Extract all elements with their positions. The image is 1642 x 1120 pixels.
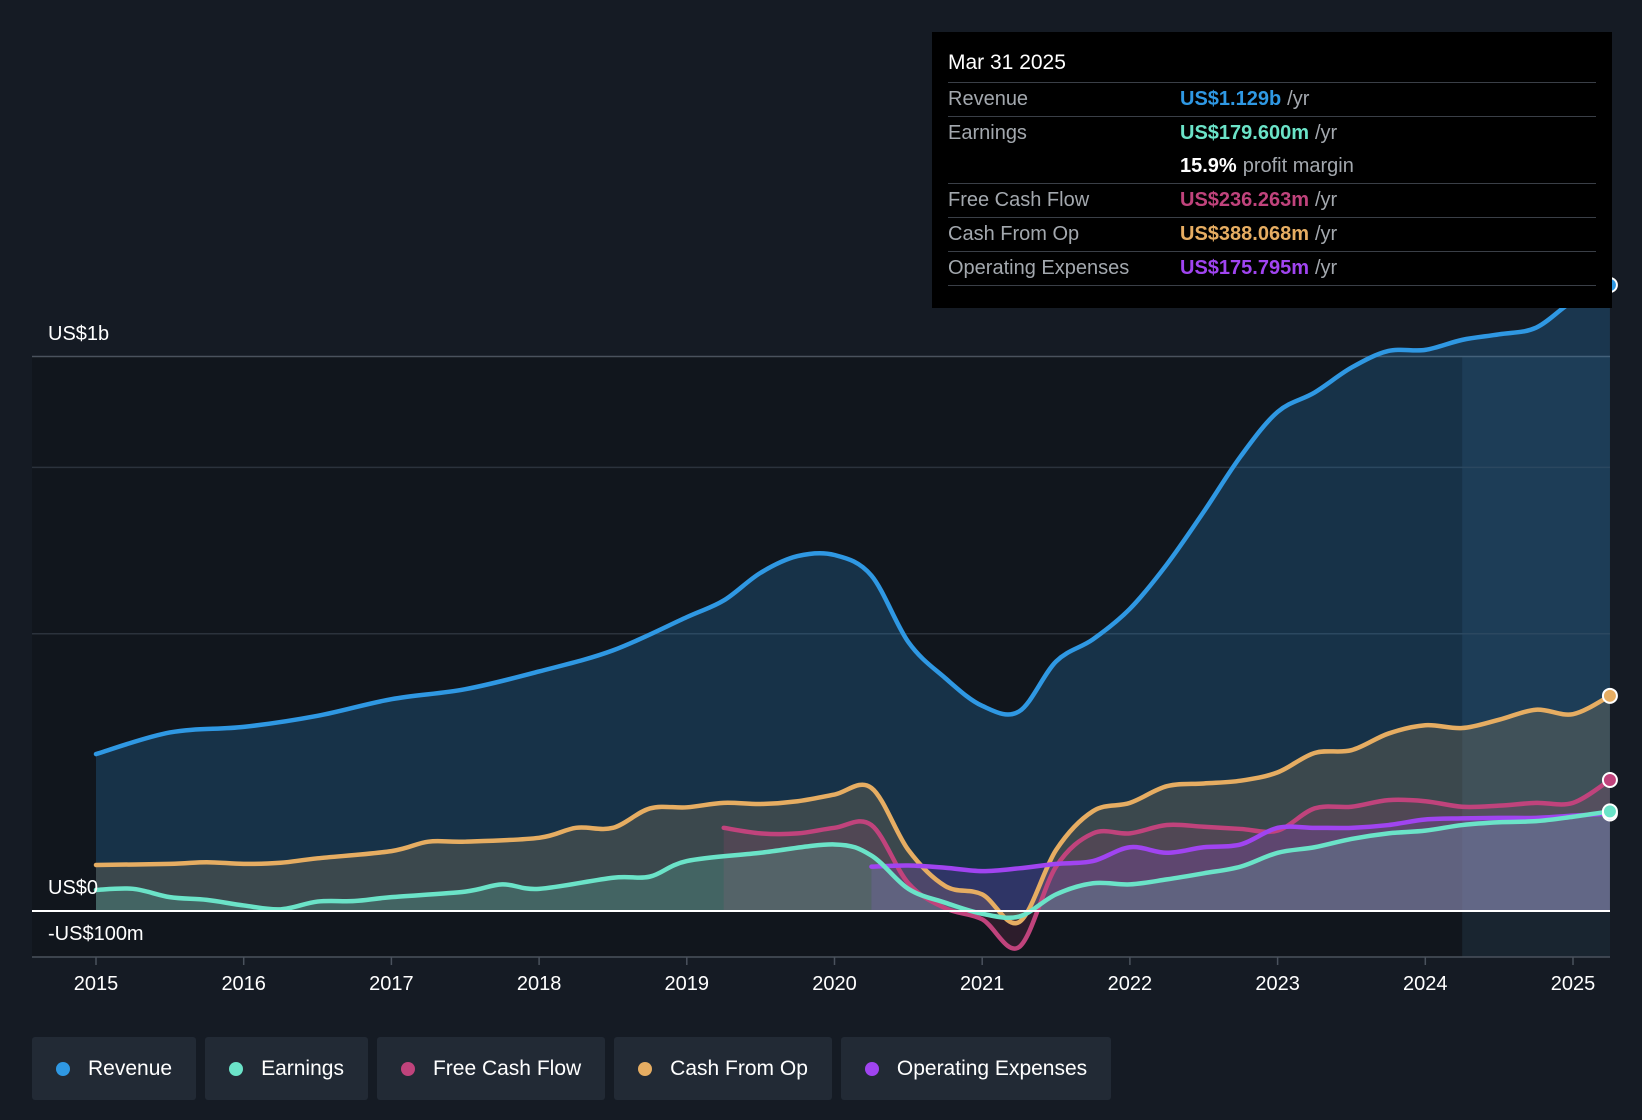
legend-item-revenue[interactable]: Revenue bbox=[32, 1037, 197, 1100]
operating-expenses-dot-icon bbox=[864, 1061, 879, 1076]
free-cash-flow-end-point bbox=[1601, 771, 1618, 788]
tooltip-row-profit-margin: 15.9% profit margin bbox=[948, 150, 1596, 184]
legend-label: Operating Expenses bbox=[896, 1056, 1088, 1080]
x-tick-label: 2016 bbox=[221, 973, 266, 995]
series-areas bbox=[96, 284, 1610, 949]
recent-period-shade bbox=[1462, 357, 1610, 957]
free-cash-flow-area bbox=[723, 779, 1610, 949]
cash-from-op-area bbox=[96, 695, 1610, 924]
x-tick-label: 2025 bbox=[1551, 973, 1596, 995]
cash-from-op-end-point bbox=[1601, 687, 1618, 704]
tooltip-unit: /yr bbox=[1314, 223, 1338, 245]
tooltip-value: US$388.068m bbox=[1180, 223, 1309, 245]
x-axis-labels: 2015 2016 2017 2018 2019 2020 2021 2022 2023 2024… bbox=[74, 957, 1596, 995]
legend-label: Cash From Op bbox=[670, 1056, 808, 1080]
y-axis-labels: US$1b US$0 -US$100m bbox=[48, 323, 144, 945]
grid-lines bbox=[32, 355, 1610, 958]
legend-label: Free Cash Flow bbox=[432, 1056, 582, 1080]
legend-item-earnings[interactable]: Earnings bbox=[205, 1037, 368, 1100]
earnings-dot-icon bbox=[229, 1061, 244, 1076]
tooltip-panel: Mar 31 2025 Revenue US$1.129b /yr Earnin… bbox=[932, 32, 1612, 308]
earnings-line bbox=[93, 809, 1613, 921]
series-lines bbox=[32, 282, 1613, 951]
x-tick-label: 2019 bbox=[665, 973, 710, 995]
operating-expenses-line bbox=[869, 811, 1613, 874]
tooltip-value: 15.9% bbox=[1180, 155, 1237, 177]
tooltip-unit: /yr bbox=[1314, 122, 1338, 144]
tooltip-label: Free Cash Flow bbox=[948, 189, 1090, 211]
plot-background bbox=[32, 357, 1610, 957]
tooltip-label: Operating Expenses bbox=[948, 257, 1130, 279]
free-cash-flow-line bbox=[721, 777, 1613, 951]
x-tick-label: 2018 bbox=[517, 973, 562, 995]
revenue-dot-icon bbox=[56, 1061, 70, 1076]
legend-item-free-cash-flow[interactable]: Free Cash Flow bbox=[376, 1037, 606, 1100]
tooltip-date: Mar 31 2025 bbox=[948, 44, 1596, 83]
legend-item-operating-expenses[interactable]: Operating Expenses bbox=[840, 1037, 1112, 1100]
tooltip-row-earnings: Earnings US$179.600m /yr bbox=[948, 117, 1596, 150]
revenue-line bbox=[93, 282, 1613, 757]
legend-label: Earnings bbox=[261, 1056, 344, 1080]
x-tick-label: 2021 bbox=[960, 973, 1005, 995]
cash-from-op-dot-icon bbox=[638, 1061, 653, 1076]
y-tick-label-top: US$1b bbox=[48, 323, 109, 345]
tooltip-value: US$175.795m bbox=[1180, 257, 1309, 279]
cash-from-op-line bbox=[93, 693, 1613, 926]
x-tick-label: 2023 bbox=[1255, 973, 1300, 995]
earnings-end-point bbox=[1601, 803, 1618, 820]
tooltip-row-free-cash-flow: Free Cash Flow US$236.263m /yr bbox=[948, 184, 1596, 218]
legend-item-cash-from-op[interactable]: Cash From Op bbox=[614, 1037, 832, 1100]
x-tick-label: 2020 bbox=[812, 973, 857, 995]
tooltip-value: US$179.600m bbox=[1180, 122, 1309, 144]
tooltip-unit: /yr bbox=[1314, 257, 1338, 279]
tooltip-label: Cash From Op bbox=[948, 223, 1080, 245]
y-tick-label-zero: US$0 bbox=[48, 877, 98, 899]
tooltip-unit: profit margin bbox=[1242, 155, 1354, 177]
legend: Revenue Earnings Free Cash Flow Cash Fro… bbox=[32, 1037, 1112, 1100]
revenue-area bbox=[96, 284, 1610, 912]
tooltip-unit: /yr bbox=[1287, 88, 1310, 110]
free-cash-flow-dot-icon bbox=[400, 1061, 415, 1076]
tooltip-row-cash-from-op: Cash From Op US$388.068m /yr bbox=[948, 218, 1596, 252]
x-tick-label: 2017 bbox=[369, 973, 414, 995]
tooltip-label: Revenue bbox=[948, 88, 1029, 110]
tooltip-label bbox=[948, 150, 1180, 183]
x-tick-label: 2022 bbox=[1108, 973, 1153, 995]
y-tick-label-bottom: -US$100m bbox=[48, 923, 144, 945]
tooltip-value: US$1.129b bbox=[1180, 88, 1282, 110]
legend-label: Revenue bbox=[88, 1056, 173, 1080]
tooltip-row-operating-expenses: Operating Expenses US$175.795m /yr bbox=[948, 252, 1596, 286]
tooltip-label: Earnings bbox=[948, 122, 1027, 144]
x-tick-label: 2015 bbox=[74, 973, 119, 995]
tooltip-row-revenue: Revenue US$1.129b /yr bbox=[948, 83, 1596, 117]
tooltip-unit: /yr bbox=[1314, 189, 1338, 211]
x-tick-label: 2024 bbox=[1403, 973, 1448, 995]
tooltip-value: US$236.263m bbox=[1180, 189, 1309, 211]
operating-expenses-area bbox=[871, 813, 1610, 911]
